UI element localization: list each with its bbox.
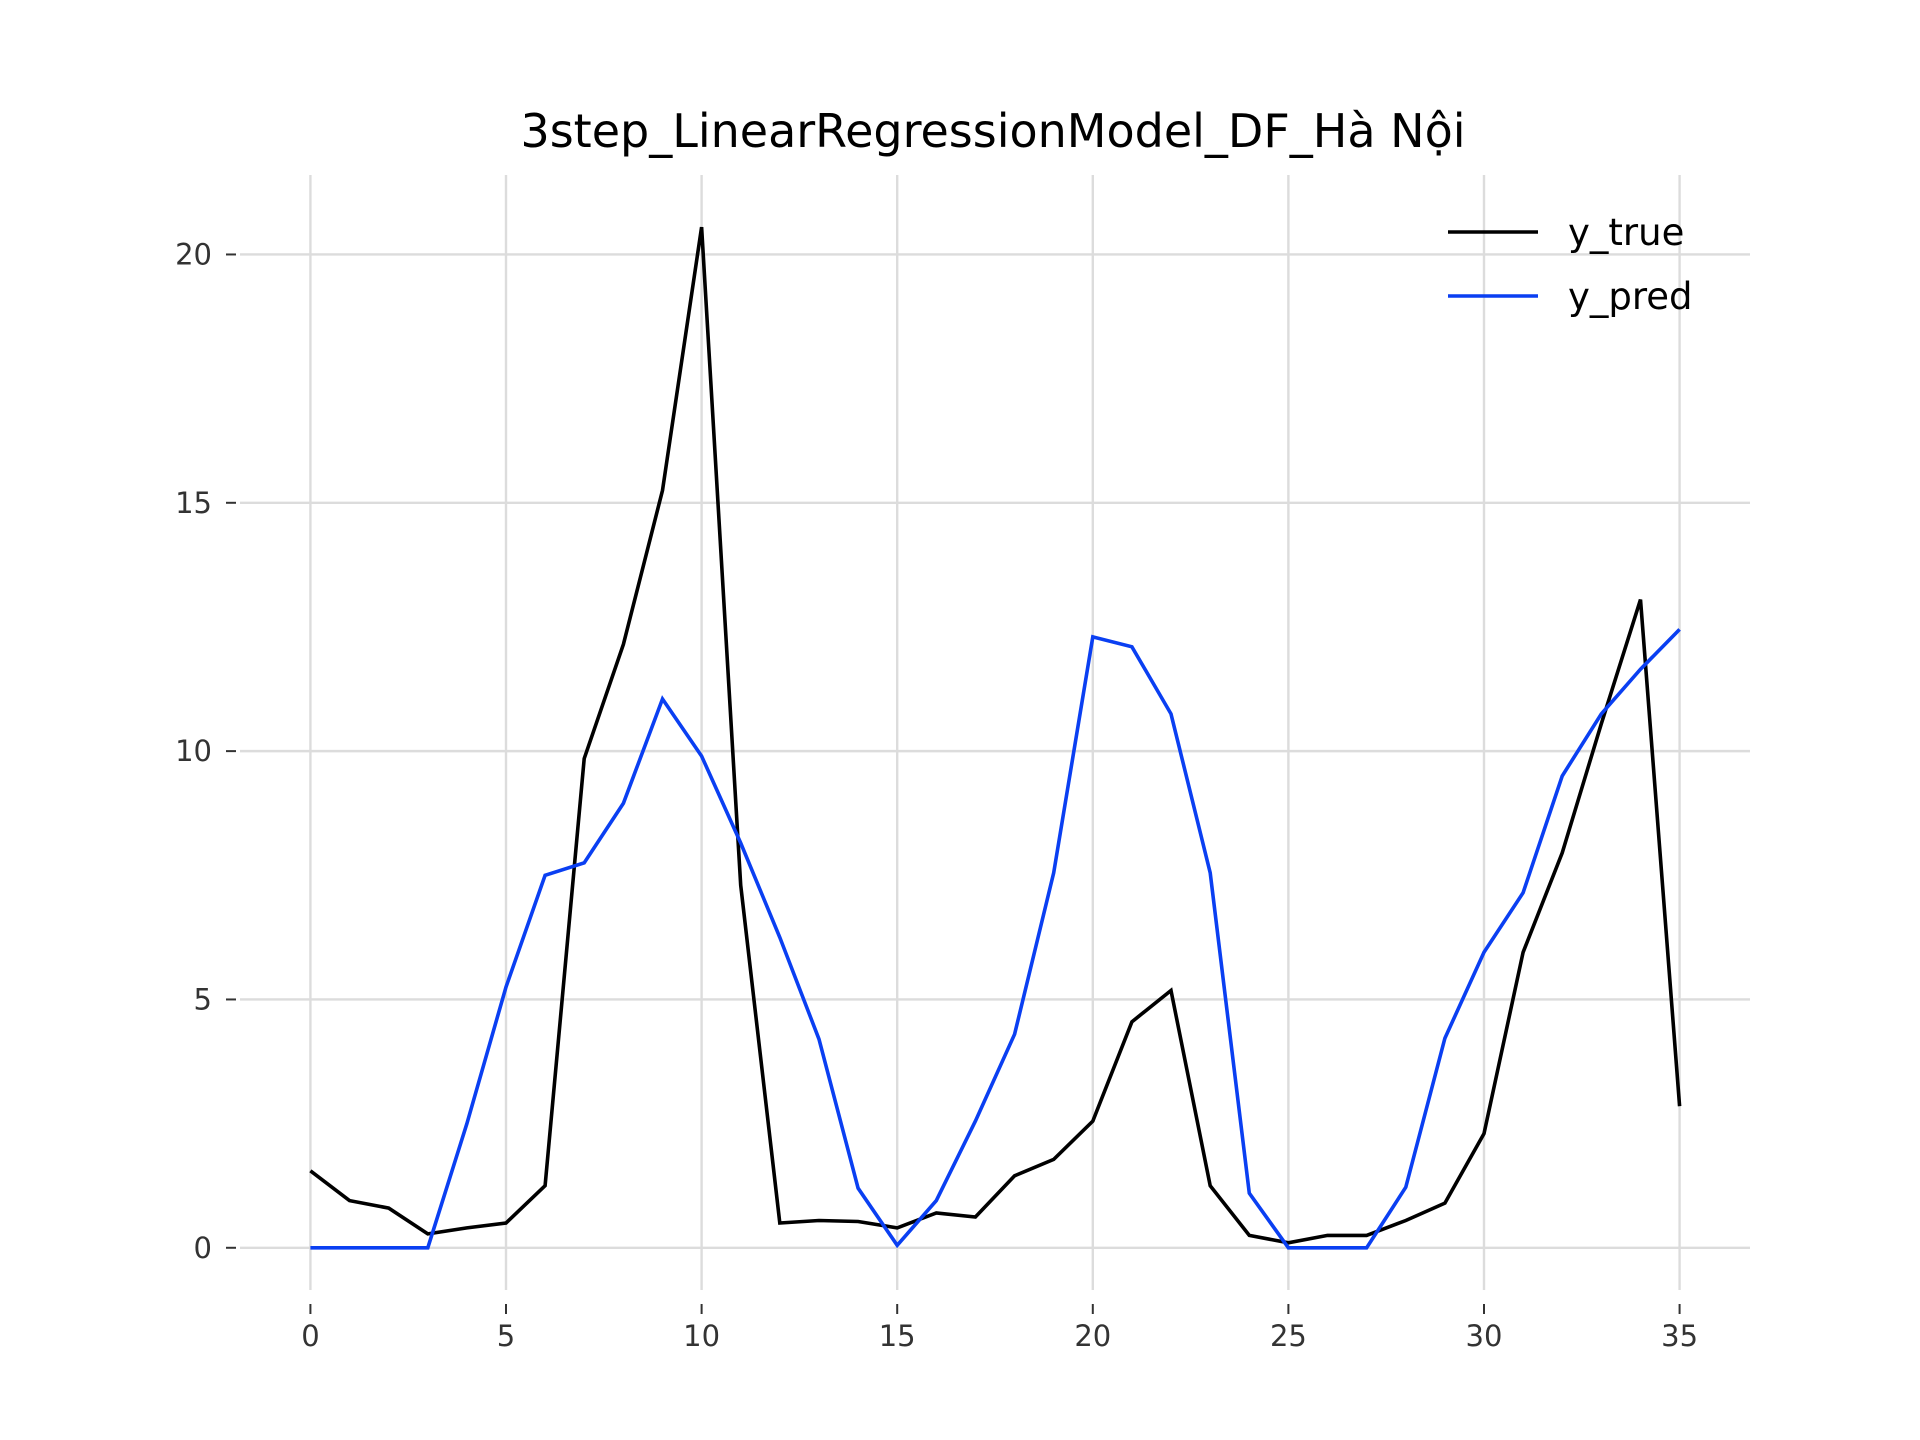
y-axis-ticks: 0 5 10 15 20 [175, 237, 236, 1265]
legend: y_true y_pred [1448, 211, 1693, 318]
y-tick-label: 5 [194, 982, 212, 1016]
x-tick-label: 20 [1074, 1319, 1111, 1353]
x-axis-ticks: 0 5 10 15 20 25 30 35 [301, 1304, 1698, 1353]
series-line-y-true [309, 226, 1682, 1245]
chart-title: 3step_LinearRegressionModel_DF_Hà Nội [520, 104, 1465, 158]
x-tick-label: 35 [1661, 1319, 1698, 1353]
y-tick-label: 10 [175, 734, 212, 768]
x-tick-label: 10 [683, 1319, 720, 1353]
x-tick-label: 25 [1270, 1319, 1307, 1353]
y-tick-label: 0 [194, 1231, 212, 1265]
series-line-y-pred [310, 628, 1681, 1250]
y-tick-label: 15 [175, 486, 212, 520]
legend-label-y-pred: y_pred [1568, 275, 1693, 318]
x-tick-label: 30 [1466, 1319, 1503, 1353]
y-gridlines [240, 253, 1750, 1249]
x-tick-label: 5 [497, 1319, 515, 1353]
legend-label-y-true: y_true [1568, 211, 1684, 254]
x-tick-label: 15 [879, 1319, 916, 1353]
x-tick-label: 0 [301, 1319, 319, 1353]
y-tick-label: 20 [175, 237, 212, 271]
series-lines [309, 226, 1682, 1250]
x-gridlines [309, 175, 1681, 1290]
